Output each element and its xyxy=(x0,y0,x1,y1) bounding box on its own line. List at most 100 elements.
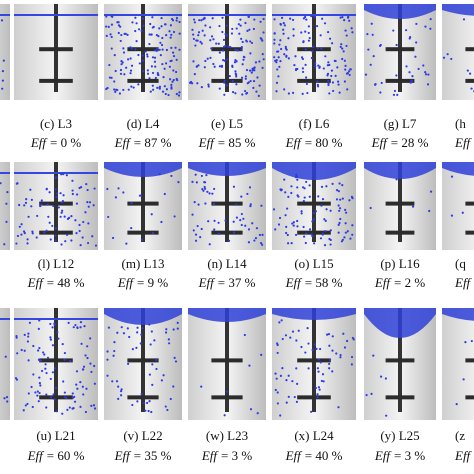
efficiency-label: Eff xyxy=(454,135,473,150)
particle xyxy=(442,56,446,59)
particle xyxy=(138,62,141,65)
eff-symbol: Eff xyxy=(198,275,217,290)
efficiency-label: Eff = 40 % xyxy=(285,448,343,463)
particle xyxy=(334,74,337,77)
particle xyxy=(292,224,295,227)
foam xyxy=(364,162,436,179)
particle xyxy=(258,84,261,87)
particle xyxy=(303,235,306,238)
particle xyxy=(172,385,175,388)
impeller xyxy=(297,395,331,400)
particle xyxy=(295,400,299,403)
particle xyxy=(328,362,331,366)
particle xyxy=(122,332,126,335)
efficiency-label: Eff xyxy=(454,275,473,290)
particle xyxy=(140,29,143,33)
particle xyxy=(177,181,180,184)
particle xyxy=(325,208,328,211)
particle xyxy=(317,358,320,361)
particle xyxy=(22,230,26,233)
particle xyxy=(61,342,64,346)
particle xyxy=(5,396,9,399)
particle xyxy=(139,342,142,345)
particle xyxy=(40,369,44,373)
particle xyxy=(321,233,324,236)
particle xyxy=(119,39,122,43)
particle xyxy=(279,22,282,26)
surface xyxy=(104,14,182,16)
panel-image xyxy=(104,4,182,100)
particle xyxy=(337,80,340,83)
particle xyxy=(71,392,74,395)
particle xyxy=(260,243,264,246)
eff-symbol: Eff xyxy=(454,135,473,150)
particle xyxy=(135,40,138,43)
particle xyxy=(289,336,292,339)
particle xyxy=(134,29,137,33)
particle xyxy=(192,18,196,21)
particle xyxy=(158,87,161,90)
foam xyxy=(188,162,266,176)
particle xyxy=(170,46,173,49)
particle xyxy=(276,351,279,355)
particle xyxy=(79,321,83,324)
particle xyxy=(30,205,33,208)
particle xyxy=(262,31,265,34)
particle xyxy=(352,338,355,341)
particle xyxy=(379,43,382,47)
foam xyxy=(442,4,474,16)
particle xyxy=(234,48,237,51)
efficiency-label: Eff = 37 % xyxy=(198,275,256,290)
particle xyxy=(327,82,330,85)
particle xyxy=(305,180,308,184)
particle xyxy=(252,27,256,31)
particle xyxy=(23,349,26,352)
particle xyxy=(296,67,299,71)
particle xyxy=(303,196,306,199)
particle xyxy=(160,43,164,47)
particle xyxy=(314,386,317,390)
particle xyxy=(367,48,370,51)
particle xyxy=(304,48,307,51)
particle xyxy=(178,20,181,24)
particle xyxy=(285,225,288,228)
particle xyxy=(464,341,467,344)
eff-symbol: Eff xyxy=(371,135,390,150)
particle xyxy=(37,358,40,361)
impeller xyxy=(385,47,415,52)
particle xyxy=(6,190,9,194)
panel-caption: (c) L3 xyxy=(40,116,72,131)
particle xyxy=(231,79,234,83)
particle xyxy=(81,236,84,239)
particle xyxy=(297,195,300,198)
particle xyxy=(455,403,458,406)
impeller xyxy=(465,201,474,206)
particle xyxy=(252,79,256,83)
particle xyxy=(290,191,293,195)
particle xyxy=(232,185,236,188)
particle xyxy=(106,358,109,361)
particle xyxy=(297,329,300,332)
particle xyxy=(152,25,155,28)
particle xyxy=(108,63,111,67)
particle xyxy=(255,90,258,93)
eff-symbol: Eff xyxy=(27,275,46,290)
particle xyxy=(116,88,119,92)
particle xyxy=(90,370,93,374)
panel-image xyxy=(0,308,10,420)
particle xyxy=(74,323,77,327)
particle xyxy=(300,210,303,213)
particle xyxy=(339,198,342,201)
particle xyxy=(243,333,246,337)
particle xyxy=(316,47,319,50)
panel-image xyxy=(272,308,356,420)
particle xyxy=(343,19,346,22)
particle xyxy=(251,222,254,225)
efficiency-label: Eff = 2 % xyxy=(374,275,426,290)
surface xyxy=(0,14,10,16)
particle xyxy=(178,91,181,94)
particle xyxy=(39,359,42,362)
particle xyxy=(284,47,288,50)
efficiency-label: Eff = 3 % xyxy=(374,448,426,463)
efficiency-label: Eff = 87 % xyxy=(114,135,172,150)
